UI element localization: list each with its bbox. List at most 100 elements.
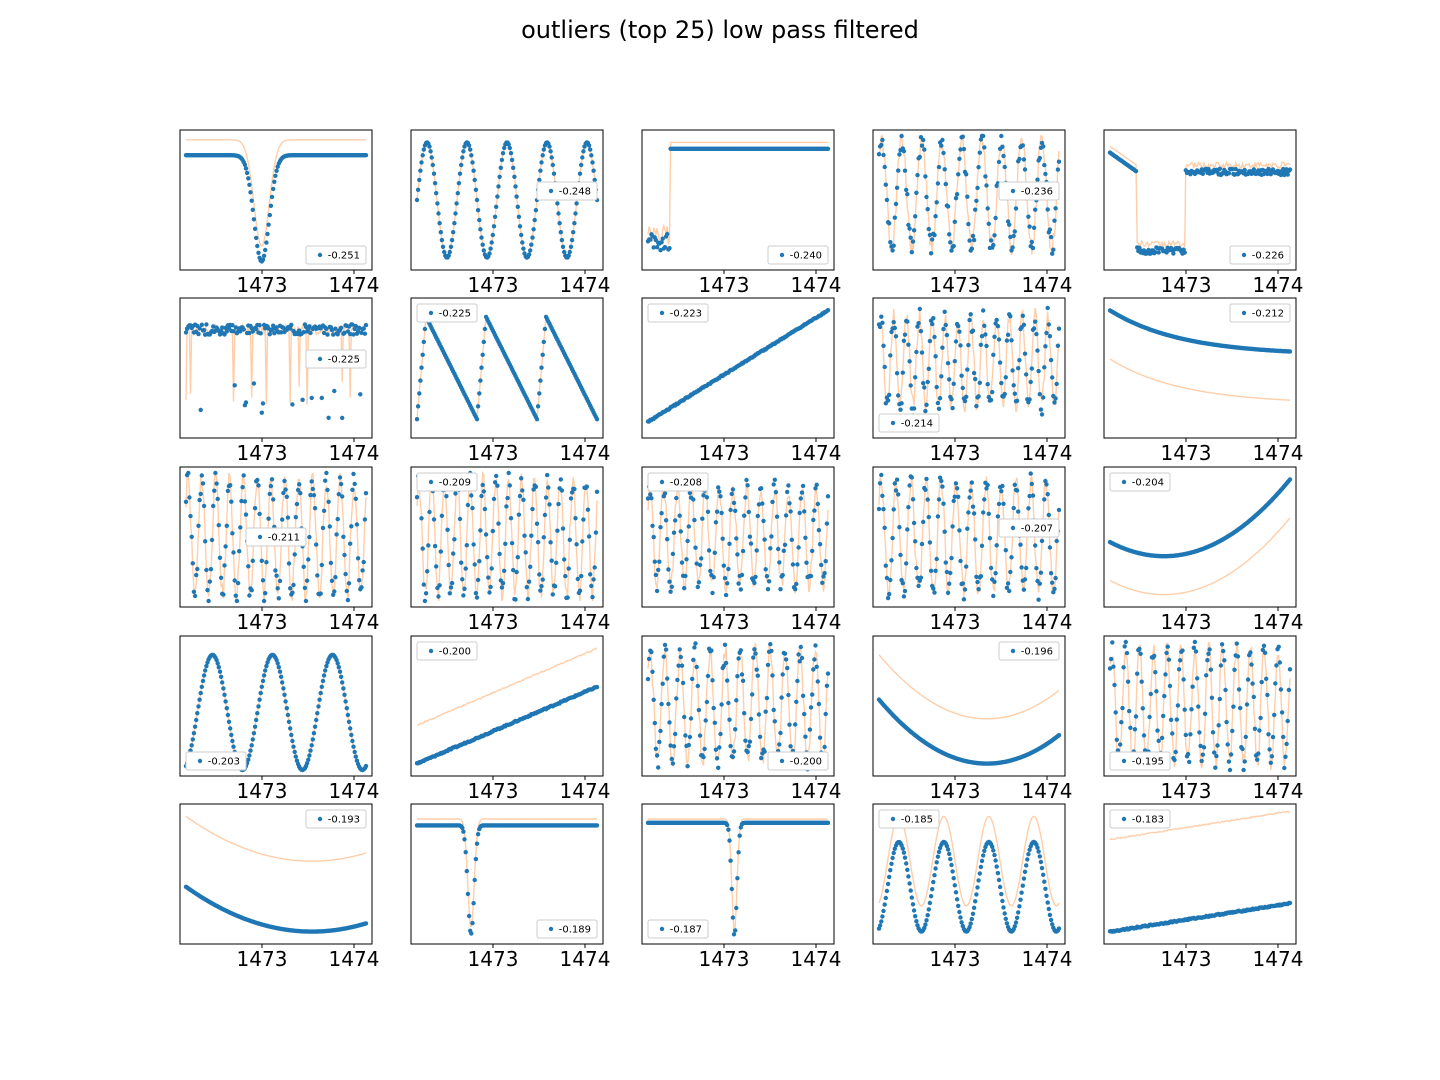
data-point bbox=[209, 537, 215, 543]
legend-marker bbox=[197, 758, 203, 764]
x-tick-label: 1474 bbox=[1253, 610, 1304, 634]
legend-marker bbox=[779, 758, 785, 764]
data-point bbox=[1217, 166, 1223, 171]
data-point bbox=[660, 681, 665, 686]
data-point bbox=[892, 325, 897, 331]
data-point bbox=[1172, 757, 1177, 763]
data-point bbox=[200, 678, 206, 684]
data-point bbox=[977, 871, 982, 876]
data-point bbox=[1008, 234, 1013, 240]
data-point bbox=[882, 525, 887, 530]
data-point bbox=[808, 573, 814, 579]
data-point bbox=[924, 476, 929, 482]
legend-box bbox=[416, 472, 478, 492]
data-point bbox=[477, 217, 482, 223]
data-point bbox=[769, 648, 774, 654]
data-point bbox=[825, 820, 831, 825]
data-point bbox=[566, 253, 571, 258]
data-point bbox=[893, 201, 899, 207]
data-point bbox=[440, 244, 446, 249]
data-point bbox=[910, 239, 916, 244]
data-point bbox=[427, 144, 432, 149]
data-point bbox=[1018, 897, 1023, 902]
data-point bbox=[325, 487, 330, 493]
data-point bbox=[435, 201, 440, 206]
data-point bbox=[786, 483, 791, 488]
data-point bbox=[1000, 898, 1005, 904]
data-point bbox=[710, 590, 715, 596]
data-point bbox=[222, 692, 227, 697]
data-point bbox=[267, 491, 272, 497]
data-point bbox=[748, 541, 754, 546]
data-point bbox=[992, 334, 997, 339]
data-point bbox=[823, 559, 828, 564]
data-point bbox=[500, 151, 506, 156]
data-point bbox=[1033, 207, 1038, 212]
data-point bbox=[1155, 728, 1160, 733]
data-point bbox=[581, 517, 586, 522]
data-point bbox=[199, 473, 204, 478]
data-point bbox=[1242, 167, 1247, 173]
data-point bbox=[808, 705, 814, 710]
legend-label: -0.185 bbox=[901, 815, 933, 826]
subplot: 1473 1474-0.211 bbox=[179, 466, 380, 634]
data-point bbox=[1224, 719, 1229, 725]
data-point bbox=[333, 575, 338, 580]
data-point bbox=[934, 860, 939, 865]
data-point bbox=[414, 197, 420, 203]
data-point bbox=[762, 537, 767, 542]
data-point bbox=[879, 472, 884, 478]
data-point bbox=[927, 232, 933, 238]
data-point bbox=[1045, 900, 1050, 905]
data-point bbox=[198, 407, 203, 413]
data-point bbox=[264, 663, 269, 669]
data-point bbox=[971, 237, 977, 243]
data-point bbox=[721, 563, 726, 568]
data-point bbox=[755, 673, 760, 678]
data-point bbox=[774, 514, 780, 519]
data-point bbox=[268, 483, 274, 489]
data-point bbox=[941, 501, 946, 506]
data-point bbox=[331, 332, 336, 337]
data-point bbox=[1047, 545, 1053, 550]
data-point bbox=[499, 157, 505, 163]
data-point bbox=[321, 673, 327, 678]
data-point bbox=[233, 325, 238, 330]
data-point bbox=[348, 726, 353, 731]
data-point bbox=[908, 235, 913, 240]
data-point bbox=[1002, 164, 1007, 170]
x-tick-label: 1474 bbox=[560, 610, 611, 634]
data-point bbox=[259, 684, 264, 689]
data-point bbox=[242, 162, 248, 167]
legend-label: -0.248 bbox=[559, 187, 591, 198]
data-point bbox=[1037, 392, 1043, 397]
x-tick-label: 1473 bbox=[468, 779, 519, 803]
data-point bbox=[503, 541, 508, 546]
data-point bbox=[495, 483, 500, 488]
legend-box bbox=[878, 809, 940, 829]
data-point bbox=[994, 317, 999, 323]
data-point bbox=[445, 527, 450, 532]
data-point bbox=[922, 385, 927, 390]
data-point bbox=[798, 496, 803, 501]
data-point bbox=[771, 707, 776, 713]
data-point bbox=[594, 823, 600, 828]
data-point bbox=[354, 522, 360, 527]
data-point bbox=[1244, 702, 1250, 707]
data-point bbox=[432, 181, 438, 186]
data-point bbox=[951, 381, 956, 386]
data-point bbox=[1218, 663, 1224, 668]
x-tick-label: 1474 bbox=[329, 610, 380, 634]
data-point bbox=[1216, 723, 1221, 728]
data-point bbox=[1193, 649, 1199, 654]
data-point bbox=[916, 583, 921, 589]
x-tick-label: 1474 bbox=[1022, 947, 1073, 971]
data-point bbox=[665, 537, 670, 542]
data-point bbox=[954, 897, 960, 902]
legend-box bbox=[1109, 809, 1171, 829]
data-point bbox=[533, 208, 539, 213]
data-point bbox=[676, 663, 681, 668]
data-point bbox=[950, 869, 955, 874]
data-point bbox=[1003, 916, 1008, 921]
data-point bbox=[727, 717, 732, 722]
